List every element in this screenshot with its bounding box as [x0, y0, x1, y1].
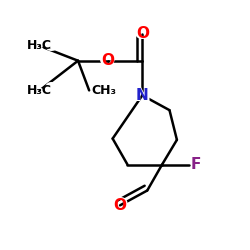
Text: N: N: [136, 88, 149, 103]
Text: O: O: [136, 26, 149, 41]
Text: F: F: [190, 155, 204, 174]
Text: H₃C: H₃C: [27, 84, 52, 97]
Text: O: O: [101, 53, 114, 68]
Text: O: O: [112, 196, 128, 215]
Text: F: F: [190, 157, 201, 172]
Text: N: N: [134, 86, 150, 105]
Text: H₃C: H₃C: [23, 82, 56, 100]
Text: CH₃: CH₃: [92, 84, 116, 97]
Text: O: O: [134, 24, 150, 43]
Text: H₃C: H₃C: [23, 37, 56, 55]
Text: H₃C: H₃C: [27, 40, 52, 52]
Text: O: O: [114, 198, 126, 213]
Text: O: O: [100, 51, 116, 70]
Text: CH₃: CH₃: [92, 82, 125, 100]
